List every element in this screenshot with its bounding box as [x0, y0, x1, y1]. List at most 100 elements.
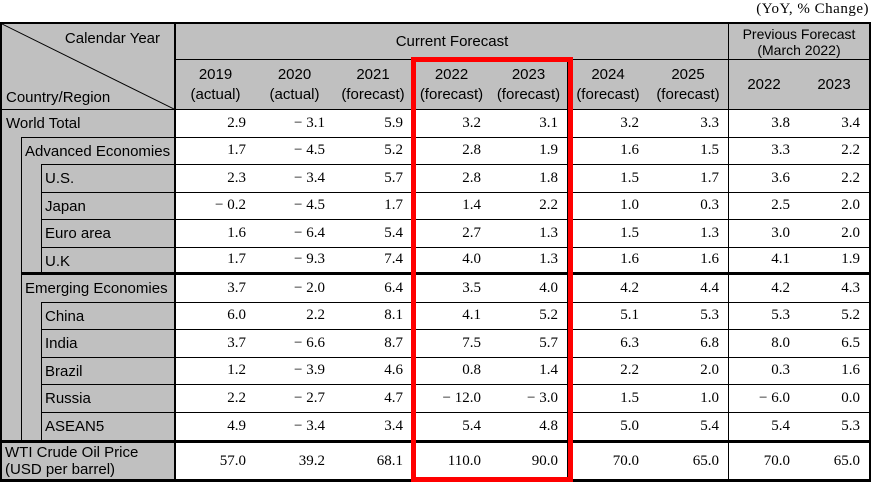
- value-cell: 0.8: [413, 357, 490, 385]
- value-cell: − 2.0: [255, 275, 334, 303]
- forecast-table: Calendar Year Country/Region Current For…: [0, 22, 871, 482]
- oil-value-cell: 90.0: [490, 443, 568, 479]
- value-cell: 2.3: [176, 165, 255, 193]
- value-cell: 3.1: [490, 110, 568, 138]
- value-cell: 4.2: [729, 275, 799, 303]
- value-cell: 2.0: [799, 192, 869, 220]
- value-cell: 2.2: [799, 165, 869, 193]
- value-cell: 2.5: [729, 192, 799, 220]
- value-cell: 4.7: [334, 385, 413, 413]
- value-cell: 1.0: [648, 385, 729, 413]
- table-row: World Total 2.9− 3.1 5.9 3.2 3.1 3.2 3.3 3.8 3.4: [2, 110, 869, 138]
- year-column-header: 2022 (forecast): [419, 65, 484, 103]
- table-row: Emerging Economies 3.7− 2.0 6.4 3.5 4.0 4.2 4.…: [2, 275, 869, 303]
- value-cell: 0.0: [799, 385, 869, 413]
- value-cell: 5.3: [799, 412, 869, 440]
- value-cell: 5.7: [334, 165, 413, 193]
- value-cell: 2.9: [176, 110, 255, 138]
- value-cell: 6.0: [176, 302, 255, 330]
- value-cell: 1.7: [176, 247, 255, 275]
- row-label: ASEAN5: [2, 412, 176, 440]
- value-cell: 3.4: [334, 412, 413, 440]
- value-cell: 1.2: [176, 357, 255, 385]
- value-cell: 2.8: [413, 165, 490, 193]
- oil-value-cell: 65.0: [799, 443, 869, 479]
- value-cell: 5.7: [490, 330, 568, 358]
- value-cell: − 12.0: [413, 385, 490, 413]
- value-cell: 4.3: [799, 275, 869, 303]
- value-cell: 3.7: [176, 330, 255, 358]
- value-cell: − 3.1: [255, 110, 334, 138]
- value-cell: − 4.5: [255, 192, 334, 220]
- value-cell: 1.4: [490, 357, 568, 385]
- table-row: Japan − 0.2− 4.5 1.7 1.4 2.2 1.0 0.3 2.5 2.0: [2, 192, 869, 220]
- value-cell: − 3.0: [490, 385, 568, 413]
- value-cell: 8.7: [334, 330, 413, 358]
- value-cell: 5.0: [568, 412, 648, 440]
- value-cell: 5.9: [334, 110, 413, 138]
- value-cell: 1.4: [413, 192, 490, 220]
- row-label: Euro area: [2, 220, 176, 248]
- table-header: Calendar Year Country/Region Current For…: [2, 24, 869, 110]
- table-row: Russia 2.2− 2.7 4.7− 12.0− 3.0 1.5 1.0− 6.0 0…: [2, 385, 869, 413]
- row-label: Advanced Economies: [2, 137, 176, 165]
- oil-value-cell: 39.2: [255, 443, 334, 479]
- year-column-header: 2023: [817, 75, 851, 93]
- value-cell: 5.2: [490, 302, 568, 330]
- value-cell: 0.3: [648, 192, 729, 220]
- table-row: China 6.0 2.2 8.1 4.1 5.2 5.1 5.3 5.3 5.2: [2, 302, 869, 330]
- group-current-forecast: Current Forecast: [176, 24, 729, 59]
- value-cell: 1.3: [490, 247, 568, 275]
- value-cell: 4.9: [176, 412, 255, 440]
- value-cell: 1.5: [568, 385, 648, 413]
- value-cell: 7.5: [413, 330, 490, 358]
- value-cell: 2.2: [176, 385, 255, 413]
- value-cell: 4.1: [729, 247, 799, 275]
- table-row: Euro area 1.6− 6.4 5.4 2.7 1.3 1.5 1.3 3.0 2.0: [2, 220, 869, 248]
- value-cell: 4.4: [648, 275, 729, 303]
- table-row: ASEAN5 4.9− 3.4 3.4 5.4 4.8 5.0 5.4 5.4 5.3: [2, 412, 869, 440]
- value-cell: 3.7: [176, 275, 255, 303]
- value-cell: 1.5: [568, 220, 648, 248]
- value-cell: 3.2: [568, 110, 648, 138]
- value-cell: 1.6: [799, 357, 869, 385]
- value-cell: 3.0: [729, 220, 799, 248]
- value-cell: 1.7: [334, 192, 413, 220]
- value-cell: 3.6: [729, 165, 799, 193]
- oil-value-cell: 70.0: [568, 443, 648, 479]
- row-label: Emerging Economies: [2, 275, 176, 303]
- oil-value-cell: 68.1: [334, 443, 413, 479]
- value-cell: 2.8: [413, 137, 490, 165]
- year-column-header: 2019 (actual): [190, 65, 241, 103]
- row-label: China: [2, 302, 176, 330]
- oil-value-cell: 57.0: [176, 443, 255, 479]
- row-label: U.S.: [2, 165, 176, 193]
- value-cell: 1.6: [568, 247, 648, 275]
- value-cell: 3.8: [729, 110, 799, 138]
- table-row: U.S. 2.3− 3.4 5.7 2.8 1.8 1.5 1.7 3.6 2.2: [2, 165, 869, 193]
- value-cell: 1.6: [176, 220, 255, 248]
- table-row: Brazil 1.2− 3.9 4.6 0.8 1.4 2.2 2.0 0.3 1.6: [2, 357, 869, 385]
- value-cell: 2.2: [799, 137, 869, 165]
- value-cell: 4.0: [413, 247, 490, 275]
- value-cell: 4.2: [568, 275, 648, 303]
- value-cell: − 3.4: [255, 165, 334, 193]
- oil-value-cell: 70.0: [729, 443, 799, 479]
- value-cell: 6.8: [648, 330, 729, 358]
- oil-value-cell: 65.0: [648, 443, 729, 479]
- value-cell: − 6.4: [255, 220, 334, 248]
- value-cell: 4.1: [413, 302, 490, 330]
- table-row: Advanced Economies 1.7− 4.5 5.2 2.8 1.9 1.6 1.…: [2, 137, 869, 165]
- row-label: World Total: [2, 110, 176, 138]
- table-row: India 3.7− 6.6 8.7 7.5 5.7 6.3 6.8 8.0 6.5: [2, 330, 869, 358]
- value-cell: − 4.5: [255, 137, 334, 165]
- value-cell: 2.7: [413, 220, 490, 248]
- value-cell: 1.9: [799, 247, 869, 275]
- table-row: U.K 1.7− 9.3 7.4 4.0 1.3 1.6 1.6 4.1 1.9: [2, 247, 869, 275]
- value-cell: 5.3: [729, 302, 799, 330]
- value-cell: 2.2: [255, 302, 334, 330]
- group-previous-forecast: Previous Forecast (March 2022): [742, 25, 856, 58]
- value-cell: 6.4: [334, 275, 413, 303]
- value-cell: 2.2: [490, 192, 568, 220]
- value-cell: 1.6: [648, 247, 729, 275]
